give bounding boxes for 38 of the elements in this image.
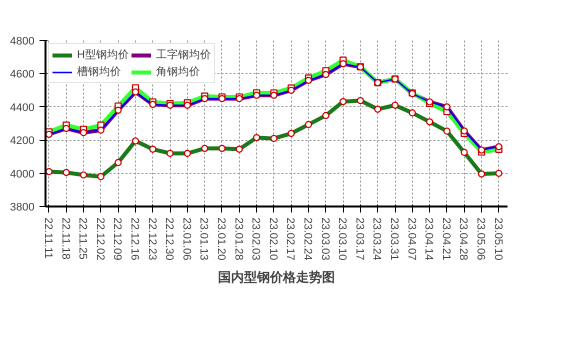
x-tick-label: 22.11.25 bbox=[76, 218, 89, 260]
x-tick-label: 23.02.24 bbox=[302, 218, 314, 260]
y-tick-label: 4200 bbox=[10, 135, 35, 148]
x-tick-label: 22.12.23 bbox=[146, 218, 158, 260]
x-tick-label: 22.11.11 bbox=[42, 218, 54, 259]
x-tick-label: 23.03.31 bbox=[388, 218, 400, 260]
y-tick-label: 4600 bbox=[10, 68, 35, 81]
y-tick-label: 4000 bbox=[10, 168, 35, 180]
x-tick-label: 22.12.09 bbox=[111, 218, 124, 260]
x-tick-label: 23.03.10 bbox=[336, 218, 348, 260]
x-tick-label: 23.05.06 bbox=[474, 218, 487, 260]
x-tick-label: 22.12.30 bbox=[163, 218, 176, 260]
x-tick-label: 23.03.24 bbox=[370, 218, 383, 260]
x-tick-label: 23.04.21 bbox=[440, 218, 452, 260]
x-tick-label: 23.01.20 bbox=[214, 218, 227, 260]
x-tick-label: 23.02.03 bbox=[250, 218, 262, 260]
legend-label: 工字钢均价 bbox=[156, 48, 211, 62]
x-tick-label: 23.03.03 bbox=[318, 218, 331, 260]
x-tick-label: 23.04.28 bbox=[457, 218, 470, 260]
text: 国内型钢价格走势图 bbox=[218, 270, 335, 286]
x-tick-label: 23.01.06 bbox=[180, 218, 192, 260]
legend-label: 槽钢均价 bbox=[77, 65, 121, 79]
y-tick-label: 3800 bbox=[10, 202, 35, 214]
x-tick-label: 23.03.17 bbox=[353, 218, 366, 260]
y-tick-label: 4800 bbox=[10, 36, 35, 48]
x-tick-label: 22.11.18 bbox=[59, 218, 72, 260]
x-tick-label: 23.02.17 bbox=[284, 218, 296, 260]
x-tick-label: 23.04.07 bbox=[405, 218, 418, 260]
legend-label: H型钢均价 bbox=[77, 48, 129, 62]
x-tick-label: 23.05.10 bbox=[492, 218, 504, 260]
x-tick-label: 23.01.13 bbox=[198, 218, 210, 260]
x-tick-label: 23.02.10 bbox=[266, 218, 279, 260]
y-tick-label: 4400 bbox=[10, 102, 35, 114]
x-tick-label: 22.12.16 bbox=[128, 218, 140, 260]
x-tick-label: 22.12.02 bbox=[94, 218, 106, 260]
legend-label: 角钢均价 bbox=[156, 65, 200, 79]
x-tick-label: 23.01.28 bbox=[232, 218, 244, 260]
x-tick-label: 23.04.14 bbox=[422, 218, 435, 260]
